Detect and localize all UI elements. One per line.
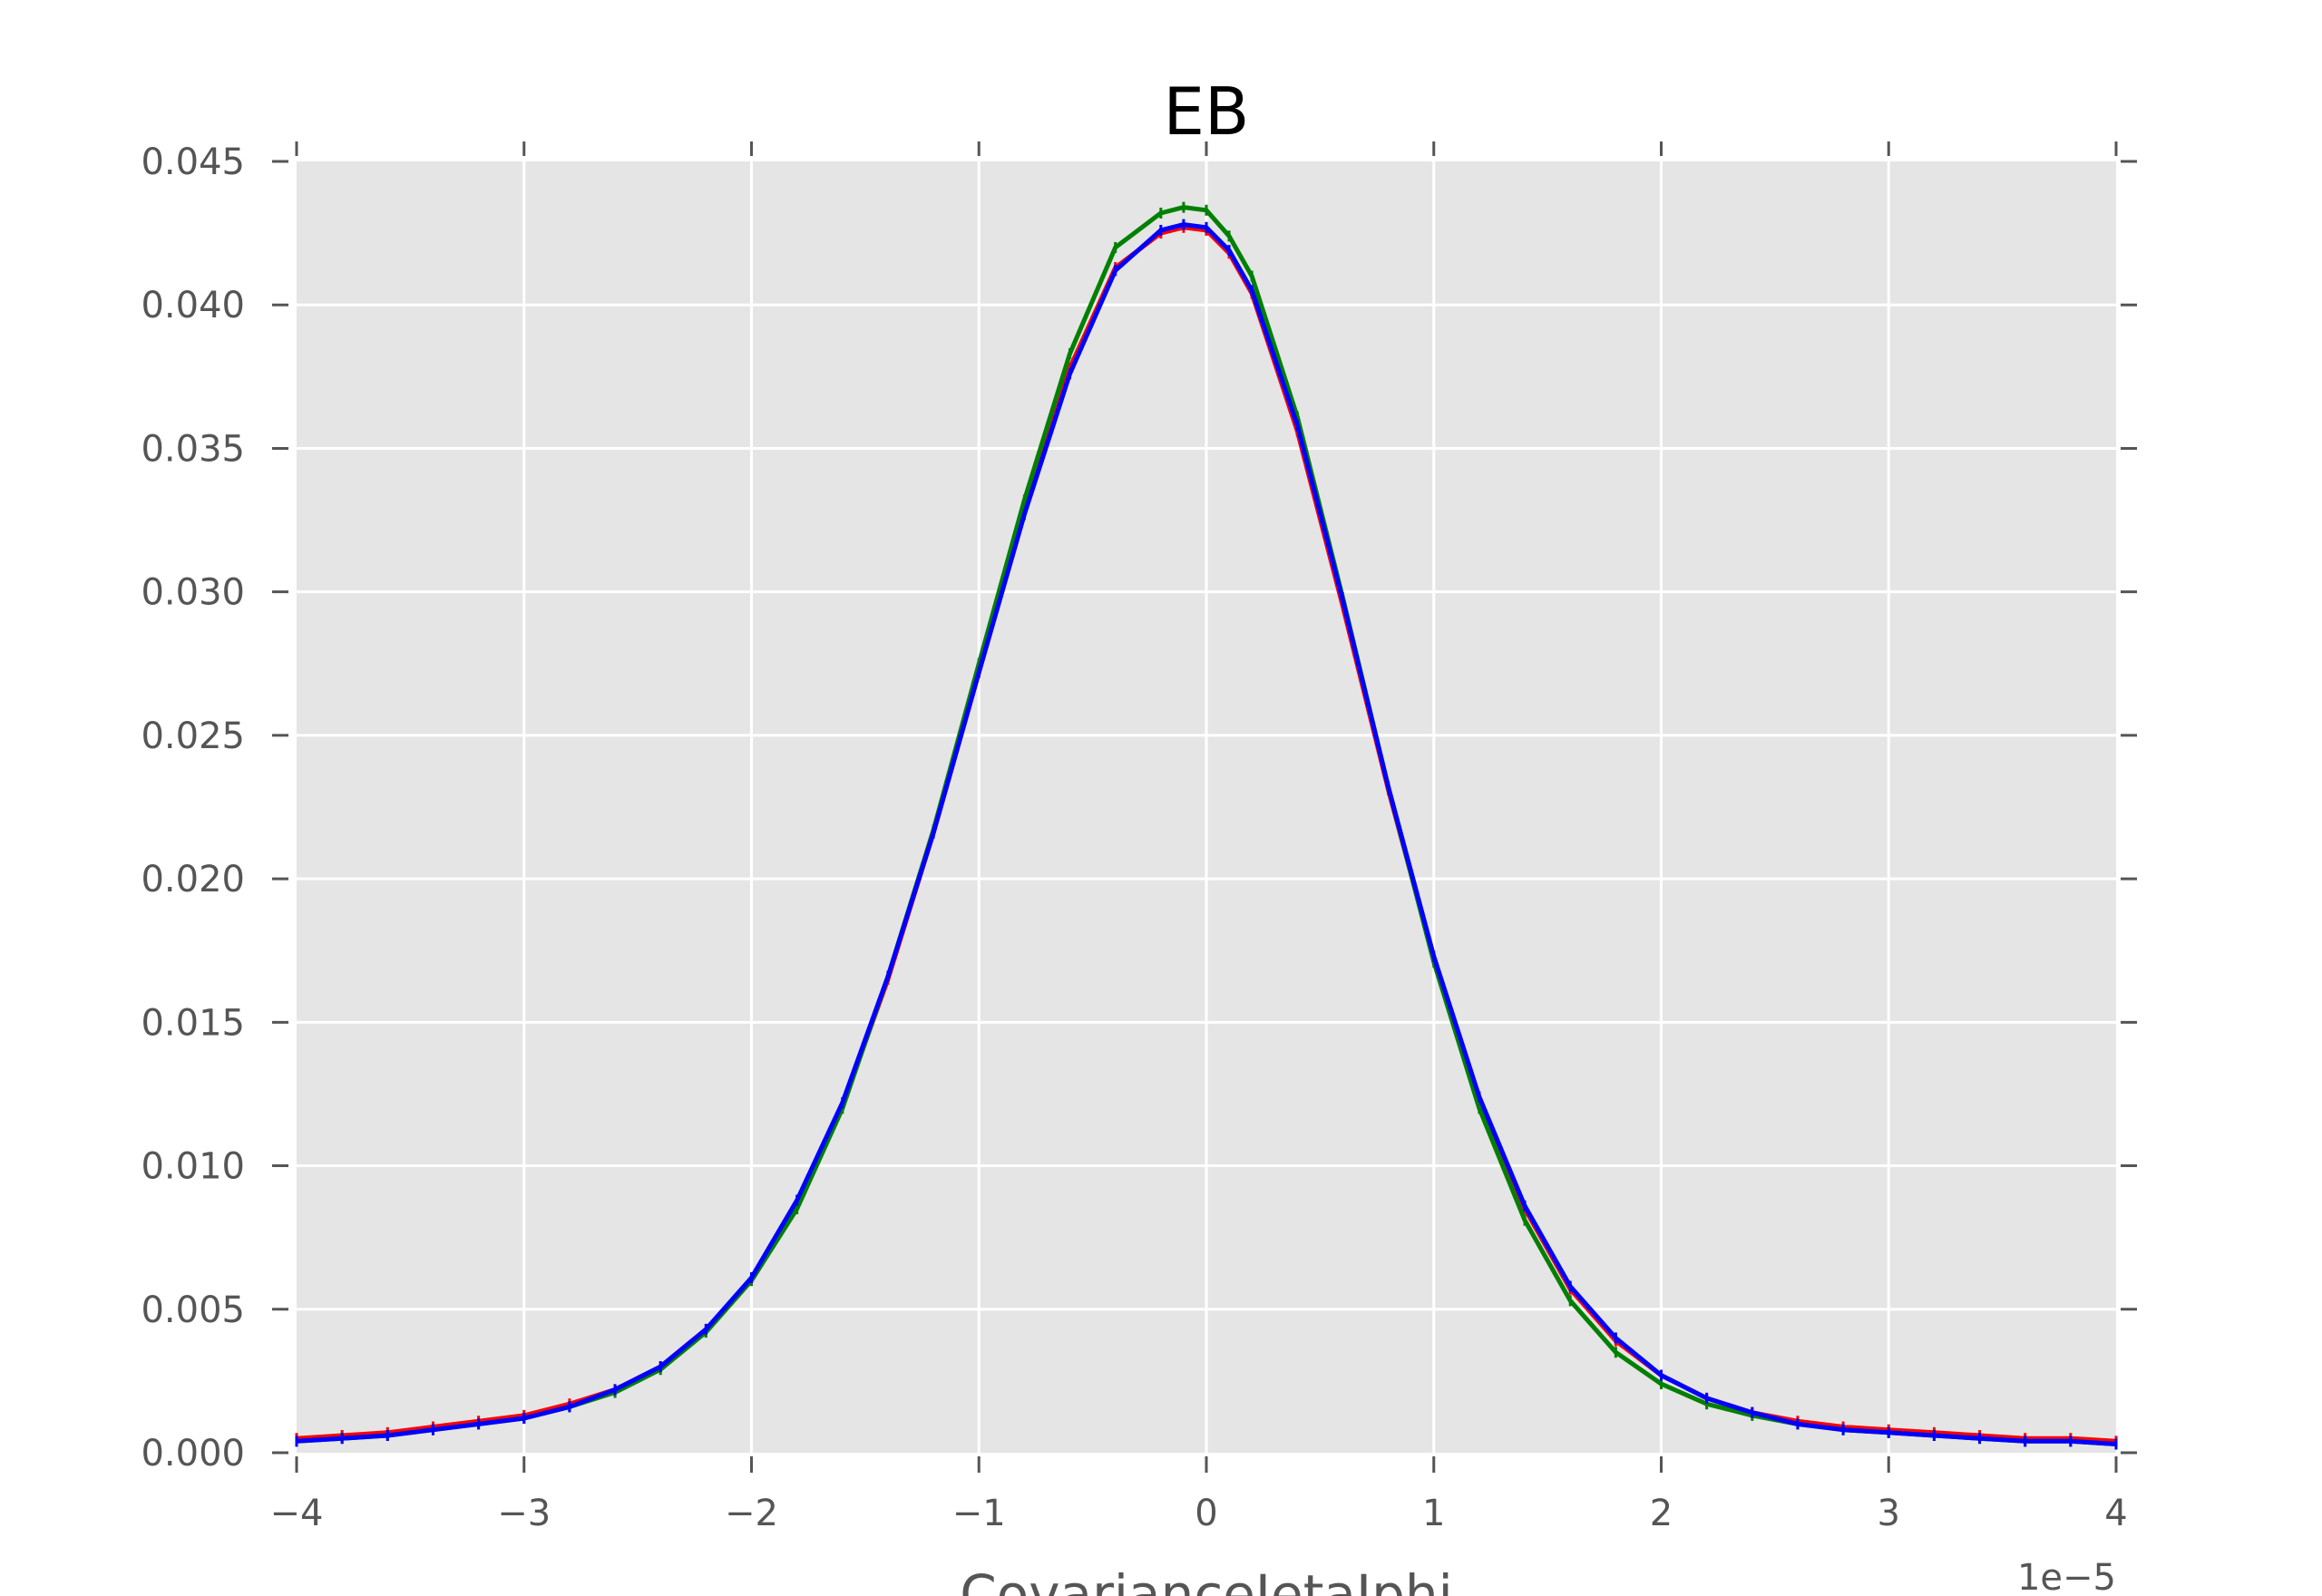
y-tick-label: 0.025 xyxy=(141,715,245,757)
grid xyxy=(297,161,2116,1453)
x-axis-label: CovarianceIetaIphi xyxy=(960,1563,1453,1596)
x-tick-label: 3 xyxy=(1878,1493,1900,1534)
y-tick-label: 0.000 xyxy=(141,1433,245,1474)
y-tick-label: 0.040 xyxy=(141,285,245,326)
y-tick-label: 0.005 xyxy=(141,1289,245,1331)
y-tick-label: 0.015 xyxy=(141,1002,245,1044)
x-tick-label: 1 xyxy=(1422,1493,1445,1534)
y-tick-label: 0.035 xyxy=(141,428,245,470)
x-tick-label: 4 xyxy=(2104,1493,2127,1534)
x-tick-label: −1 xyxy=(952,1493,1006,1534)
x-tick-label: −3 xyxy=(497,1493,551,1534)
series-3 xyxy=(295,219,2118,1450)
x-tick-label: −2 xyxy=(725,1493,778,1534)
y-tick-label: 0.030 xyxy=(141,572,245,614)
series-group xyxy=(295,201,2118,1450)
ticks: −4 −3 −2 −1 0 1 2 3 4 0.000 0.005 0.010 0.015 0.020 0.… xyxy=(141,141,2137,1534)
x-tick-label: −4 xyxy=(270,1493,324,1534)
chart-title: EB xyxy=(1164,73,1250,150)
x-offset-label: 1e−5 xyxy=(2017,1557,2116,1596)
y-tick-label: 0.020 xyxy=(141,859,245,900)
x-tick-label: 2 xyxy=(1650,1493,1673,1534)
y-tick-label: 0.045 xyxy=(141,141,245,183)
x-tick-label: 0 xyxy=(1195,1493,1217,1534)
y-tick-label: 0.010 xyxy=(141,1146,245,1188)
